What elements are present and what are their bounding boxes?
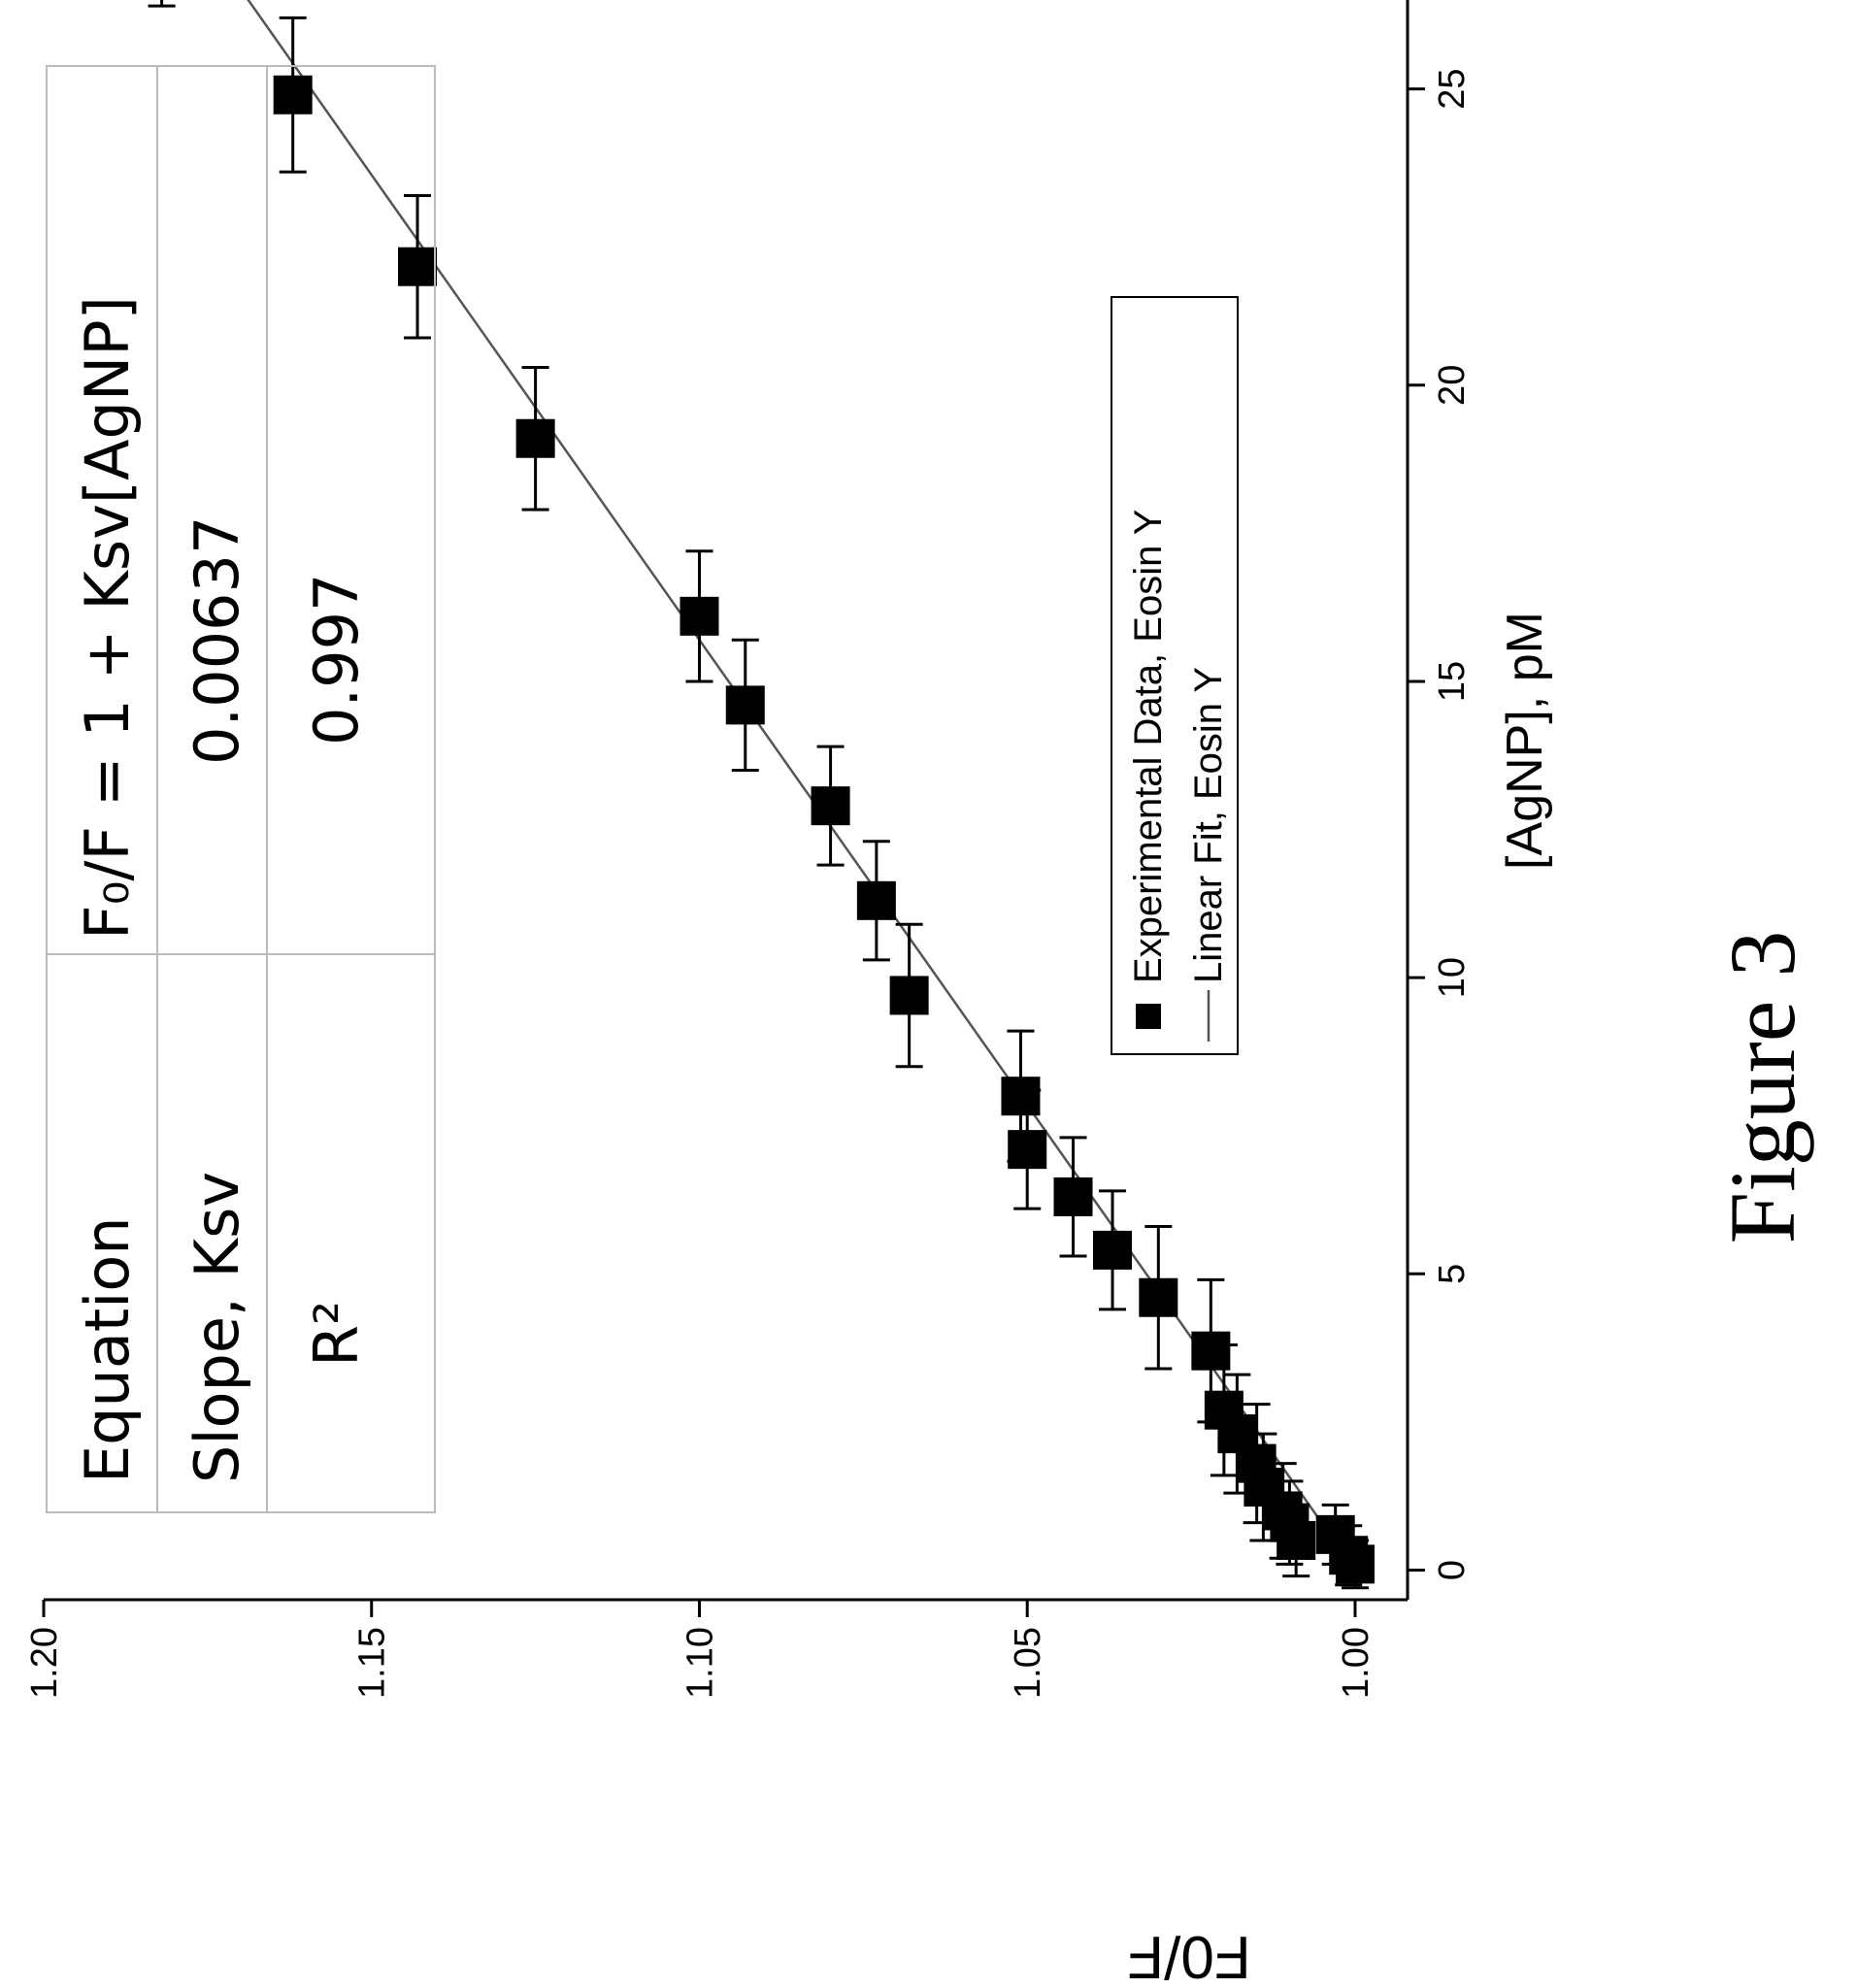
- data-point-16: [889, 976, 929, 1015]
- data-point-15: [1001, 1077, 1041, 1116]
- fit-results-table: Equation F₀/F = 1 + Ksv[AgNP] Slope, Ksv…: [46, 65, 436, 1513]
- data-point-10: [1191, 1331, 1231, 1371]
- y-axis-title: F0/F: [1127, 1923, 1250, 1988]
- data-markers: [273, 75, 1375, 1584]
- data-point-18: [811, 786, 850, 826]
- x-tick-label-10: 10: [1432, 957, 1473, 998]
- data-point-7: [1237, 1443, 1277, 1483]
- data-point-9: [1204, 1390, 1244, 1430]
- table-row-2-value: 0.00637: [182, 516, 252, 765]
- data-point-2: [1315, 1514, 1355, 1554]
- x-tick-label-0: 0: [1432, 1560, 1473, 1580]
- data-point-19: [725, 685, 765, 725]
- data-point-14: [1008, 1130, 1047, 1170]
- data-point-11: [1139, 1277, 1178, 1317]
- legend-box: [1111, 296, 1239, 1055]
- table-row-3-label: R²: [301, 1301, 372, 1367]
- y-tick-label-1: 1.05: [1008, 1627, 1048, 1699]
- data-point-22: [398, 247, 438, 286]
- x-tick-label-25: 25: [1432, 68, 1473, 109]
- legend-marker-square: [1136, 1004, 1161, 1029]
- x-tick-label-20: 20: [1432, 365, 1473, 406]
- x-ticks: 0 5 10 15 20 25: [1408, 68, 1473, 1580]
- table-row-1-value: F₀/F = 1 + Ksv[AgNP]: [72, 296, 143, 940]
- y-tick-label-2: 1.10: [680, 1627, 720, 1699]
- data-point-12: [1093, 1230, 1133, 1270]
- data-point-20: [680, 596, 719, 636]
- x-axis-title: [AgNP], pM: [1497, 612, 1553, 870]
- legend-entry-1: Experimental Data, Eosin Y: [1127, 510, 1170, 983]
- data-point-23: [273, 75, 313, 115]
- y-tick-label-3: 1.15: [352, 1627, 393, 1699]
- table-row-3-value: 0.997: [301, 574, 372, 746]
- table-border: [46, 65, 436, 1513]
- x-tick-label-15: 15: [1432, 661, 1473, 702]
- table-row-2-label: Slope, Ksv: [182, 1172, 252, 1483]
- legend: Experimental Data, Eosin Y Linear Fit, E…: [1111, 296, 1239, 1055]
- y-tick-label-0: 1.00: [1336, 1627, 1376, 1699]
- y-tick-label-4: 1.20: [24, 1627, 65, 1699]
- data-point-13: [1053, 1176, 1093, 1216]
- plot-area: 0 5 10 15 20 25 1.00 1.05 1.10 1.15 1.20 Equation…: [24, 0, 1553, 1699]
- table-row-1-label: Equation: [72, 1216, 143, 1483]
- legend-entry-2: Linear Fit, Eosin Y: [1187, 667, 1230, 983]
- y-ticks: 1.00 1.05 1.10 1.15 1.20: [24, 1600, 1376, 1699]
- figure-caption: Figure 3: [1710, 931, 1814, 1244]
- data-point-17: [856, 880, 896, 920]
- x-tick-label-5: 5: [1432, 1264, 1473, 1284]
- data-point-21: [515, 418, 555, 458]
